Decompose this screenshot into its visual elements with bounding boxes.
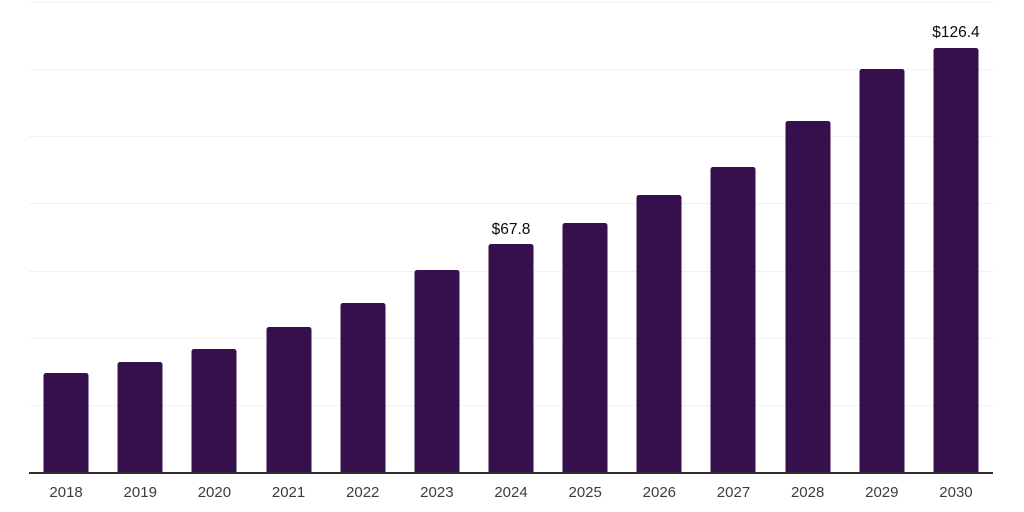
bar-slot-2024: $67.8 xyxy=(474,2,548,472)
x-tick-label-2022: 2022 xyxy=(346,484,380,501)
bar-slot-2020 xyxy=(177,2,251,472)
x-tick-label-2030: 2030 xyxy=(939,484,973,501)
gridline-y-100 xyxy=(29,136,993,138)
bar-slot-2030: $126.4 xyxy=(919,2,993,472)
bar-2018 xyxy=(43,372,89,472)
bar-value-label-2030: $126.4 xyxy=(932,24,980,42)
bar-2019 xyxy=(117,361,163,472)
bar-slot-2021 xyxy=(251,2,325,472)
gridline-y-80 xyxy=(29,203,993,205)
x-tick-label-2027: 2027 xyxy=(716,484,751,501)
bar-slot-2026 xyxy=(622,2,696,472)
bar-slot-2025 xyxy=(548,2,622,472)
gridline-y-140 xyxy=(29,2,993,3)
bar-2027 xyxy=(710,166,756,472)
bar-2028 xyxy=(785,120,831,472)
x-tick-label-2023: 2023 xyxy=(420,484,454,501)
bar-slot-2018 xyxy=(29,2,103,472)
x-tick-label-2024: 2024 xyxy=(494,484,528,501)
bar-slot-2023 xyxy=(400,2,474,472)
bar-2024 xyxy=(488,244,534,472)
bar-2023 xyxy=(414,269,460,472)
x-tick-label-2028: 2028 xyxy=(790,484,825,501)
plot-area: $67.8 $126.4 xyxy=(29,2,993,474)
bar-2026 xyxy=(636,195,682,472)
bar-2020 xyxy=(191,349,237,472)
x-tick-label-2019: 2019 xyxy=(123,484,157,501)
x-tick-label-2018: 2018 xyxy=(49,484,83,501)
bar-2025 xyxy=(562,222,608,472)
bar-value-label-2024: $67.8 xyxy=(491,220,531,238)
bar-slot-2019 xyxy=(103,2,177,472)
x-tick-label-2025: 2025 xyxy=(568,484,602,501)
x-tick-label-2021: 2021 xyxy=(271,484,306,501)
bar-slot-2022 xyxy=(326,2,400,472)
bar-2029 xyxy=(859,69,905,472)
bar-2022 xyxy=(340,303,386,472)
bar-slot-2028 xyxy=(771,2,845,472)
bar-2030 xyxy=(933,47,979,472)
x-tick-label-2029: 2029 xyxy=(865,484,899,501)
x-tick-label-2020: 2020 xyxy=(197,484,232,501)
gridline-y-120 xyxy=(29,69,993,71)
bar-slot-2029 xyxy=(845,2,919,472)
bar-2021 xyxy=(266,326,312,472)
x-tick-label-2026: 2026 xyxy=(642,484,677,501)
x-axis: 2018 2019 2020 2021 2022 2023 2024 2025 2026 2027… xyxy=(29,474,993,500)
bar-slot-2027 xyxy=(696,2,770,472)
